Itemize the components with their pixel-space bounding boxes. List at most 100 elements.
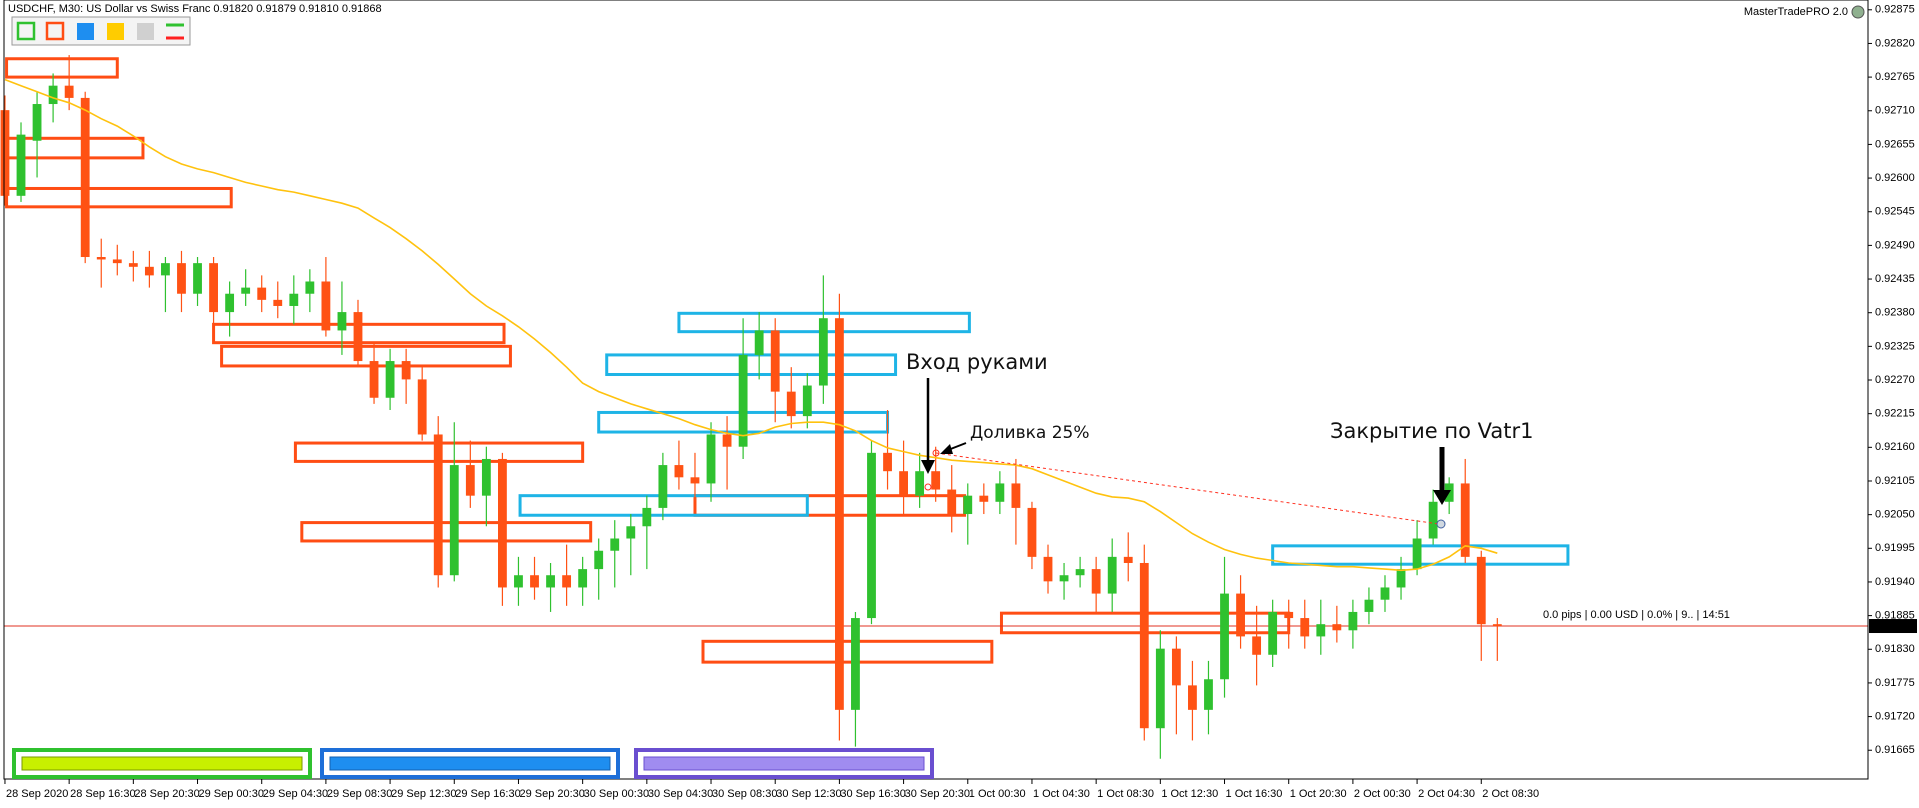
candle-body (1460, 483, 1470, 557)
candle-body (754, 330, 764, 355)
candle-body (546, 575, 555, 588)
candle-body (995, 483, 1005, 502)
candle-body (433, 434, 443, 576)
candle-body (690, 477, 700, 484)
y-tick-label: 0.92105 (1875, 475, 1915, 487)
candle-body (16, 134, 26, 196)
candle-body (1155, 648, 1165, 729)
x-tick-label: 30 Sep 00:30 (584, 788, 649, 800)
blue-button[interactable] (320, 748, 620, 779)
green-button[interactable] (12, 748, 312, 779)
candle-body (834, 318, 844, 710)
y-tick-label: 0.92435 (1875, 273, 1915, 285)
candle-body (321, 281, 331, 331)
candle-body (32, 104, 42, 141)
x-tick-label: 1 Oct 16:30 (1226, 788, 1283, 800)
plot-area: 0.0 pips | 0.00 USD | 0.0% | 9.. | 14:51 (0, 55, 1868, 759)
annotation-entry: Вход руками (906, 350, 1048, 374)
candle-body (802, 385, 812, 417)
candle-body (1236, 593, 1245, 637)
x-tick-label: 30 Sep 20:30 (905, 788, 970, 800)
candle-body (241, 287, 251, 294)
x-tick-label: 29 Sep 20:30 (519, 788, 584, 800)
purple-button[interactable] (634, 748, 934, 779)
x-tick-label: 2 Oct 00:30 (1354, 788, 1411, 800)
y-tick-label: 0.92710 (1875, 105, 1915, 117)
y-tick-label: 0.91830 (1875, 643, 1915, 655)
candle-body (481, 458, 491, 496)
y-tick-label: 0.92270 (1875, 374, 1915, 386)
candle-body (530, 575, 539, 588)
candle-body (1300, 618, 1310, 637)
add-marker (932, 449, 940, 457)
candle-body (1091, 569, 1101, 594)
candle-body (594, 550, 604, 570)
y-tick-label: 0.91720 (1875, 710, 1915, 722)
candle-body (963, 495, 973, 515)
x-tick-label: 1 Oct 00:30 (969, 788, 1026, 800)
candle-body (161, 263, 170, 276)
candle-body (1075, 569, 1085, 576)
candle-body (1123, 556, 1133, 563)
brand-label: MasterTradePRO 2.0 (1744, 6, 1848, 18)
y-tick-label: 0.92600 (1875, 172, 1915, 184)
candle-body (64, 85, 74, 98)
tool-yellow-box[interactable] (107, 23, 124, 40)
candle-body (658, 465, 668, 508)
tool-red-box[interactable] (45, 21, 65, 41)
y-tick-label: 0.92050 (1875, 509, 1915, 521)
candle-body (1364, 599, 1374, 612)
y-tick-label: 0.92875 (1875, 4, 1915, 16)
candle-body (1268, 611, 1278, 655)
tool-blue-box[interactable] (77, 23, 94, 40)
candle-body (883, 452, 892, 472)
annotations: Вход руками Доливка 25% Закрытие по Vatr… (906, 350, 1534, 529)
candle-body (770, 330, 780, 392)
candle-body (128, 263, 138, 267)
candle-body (931, 471, 941, 490)
y-tick-label: 0.91995 (1875, 542, 1915, 554)
y-tick-label: 0.92380 (1875, 307, 1915, 319)
candle-body (562, 575, 572, 588)
y-tick-label: 0.91775 (1875, 677, 1915, 689)
x-tick-label: 30 Sep 04:30 (648, 788, 713, 800)
purple-button-fill (643, 756, 925, 771)
arrow-add-head (940, 444, 953, 454)
candle-body (0, 110, 10, 196)
candle-body (385, 361, 395, 398)
candle-body (786, 391, 796, 417)
zone (5, 136, 145, 160)
candle-body (225, 293, 235, 313)
arrow-entry-head (921, 460, 935, 474)
candle-body (369, 361, 379, 398)
moving-average (4, 78, 1498, 572)
y-tick-label: 0.92820 (1875, 37, 1915, 49)
x-tick-label: 29 Sep 00:30 (199, 788, 264, 800)
candle-body (1316, 624, 1326, 637)
x-tick-label: 1 Oct 04:30 (1033, 788, 1090, 800)
y-tick-label: 0.92325 (1875, 340, 1915, 352)
candle-body (1380, 587, 1390, 600)
candle-body (465, 465, 475, 496)
candle-body (738, 354, 748, 447)
x-tick-label: 28 Sep 2020 (6, 788, 68, 800)
candle-body (642, 507, 652, 527)
toolbar-panel (11, 16, 191, 46)
candle-body (1428, 501, 1438, 539)
candle-body (1348, 611, 1358, 631)
y-tick-label: 0.92765 (1875, 71, 1915, 83)
candle-body (915, 471, 925, 496)
tool-gray-box[interactable] (137, 23, 154, 40)
candle-body (1492, 624, 1502, 627)
arrow-close-head (1433, 490, 1451, 505)
candle-body (401, 361, 411, 380)
candle-body (417, 379, 427, 435)
info-label: 0.0 pips | 0.00 USD | 0.0% | 9.. | 14:51 (1543, 609, 1730, 621)
tool-green-box[interactable] (16, 21, 36, 41)
zone (220, 344, 512, 368)
y-tick-label: 0.92655 (1875, 138, 1915, 150)
candle-body (177, 263, 186, 294)
candle-body (1284, 611, 1294, 619)
candle-body (947, 489, 957, 515)
